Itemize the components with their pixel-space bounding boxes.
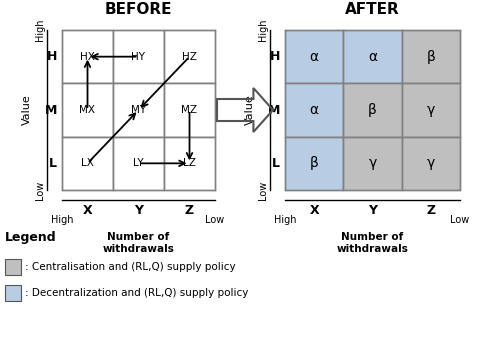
Bar [5,285,21,301]
Text: Y: Y [134,204,143,217]
Bar [62,137,113,190]
Text: HY: HY [132,52,145,62]
Bar [285,83,344,137]
Text: LZ: LZ [183,158,196,168]
Bar [113,83,164,137]
Bar [285,137,344,190]
Text: High: High [35,19,45,41]
Text: α: α [310,103,318,117]
Text: H: H [270,50,280,63]
Bar [344,137,402,190]
Text: : Decentralization and (RL,Q) supply policy: : Decentralization and (RL,Q) supply pol… [25,288,248,298]
Bar [344,30,402,83]
Text: LY: LY [133,158,144,168]
Text: HZ: HZ [182,52,197,62]
Text: β: β [426,50,435,64]
Bar [402,30,460,83]
Bar [62,30,113,83]
Text: α: α [310,50,318,64]
Text: H: H [46,50,57,63]
Text: High: High [258,19,268,41]
Text: Legend: Legend [5,230,57,244]
Bar [5,259,21,275]
Text: withdrawals: withdrawals [102,244,174,254]
Bar [62,83,113,137]
Text: M: M [268,104,280,117]
Text: MX: MX [80,105,96,115]
Text: γ: γ [426,103,435,117]
Text: M: M [44,104,57,117]
Bar [164,137,215,190]
Text: High: High [274,215,296,225]
Text: Z: Z [185,204,194,217]
Text: X: X [310,204,319,217]
Text: Low: Low [258,180,268,200]
Bar [344,83,402,137]
Text: AFTER: AFTER [345,2,400,18]
Text: γ: γ [368,156,376,170]
Bar [402,137,460,190]
Bar [402,83,460,137]
Text: withdrawals: withdrawals [336,244,408,254]
Bar [113,30,164,83]
Bar [164,83,215,137]
Text: HX: HX [80,52,95,62]
Text: L: L [272,157,280,170]
Text: Z: Z [426,204,436,217]
Text: L: L [49,157,57,170]
Text: β: β [310,156,318,170]
Bar [113,137,164,190]
Text: Value: Value [245,95,255,125]
Text: MY: MY [131,105,146,115]
Bar [164,30,215,83]
Text: Number of: Number of [108,232,170,242]
Text: Low: Low [450,215,469,225]
Text: LX: LX [81,158,94,168]
Text: : Centralisation and (RL,Q) supply policy: : Centralisation and (RL,Q) supply polic… [25,262,236,272]
Text: MZ: MZ [182,105,198,115]
Text: Low: Low [206,215,225,225]
Text: Low: Low [35,180,45,200]
Text: Y: Y [368,204,377,217]
Bar [285,30,344,83]
Text: α: α [368,50,377,64]
Text: High: High [51,215,73,225]
Text: β: β [368,103,377,117]
Text: Number of: Number of [342,232,404,242]
Text: X: X [82,204,92,217]
Text: Value: Value [22,95,32,125]
Text: γ: γ [426,156,435,170]
Text: BEFORE: BEFORE [105,2,172,18]
